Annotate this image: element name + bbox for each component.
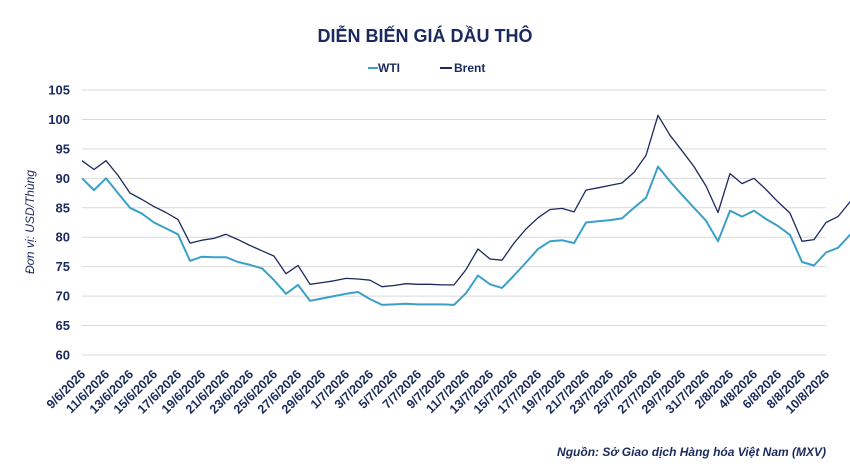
- series-line-brent: [81, 114, 850, 288]
- y-tick-label: 80: [56, 230, 70, 245]
- y-axis-ticks: 60 65 70 75 80 85 90 95 100 105: [48, 83, 70, 363]
- y-tick-label: 60: [56, 348, 70, 363]
- y-tick-label: 65: [56, 318, 70, 333]
- y-tick-label: 85: [56, 200, 70, 215]
- legend-label-brent: Brent: [454, 61, 485, 75]
- x-axis-ticks: 9/6/202611/6/202613/6/202615/6/202617/6/…: [44, 367, 832, 416]
- y-tick-label: 105: [48, 83, 70, 98]
- y-tick-label: 75: [56, 259, 70, 274]
- y-tick-label: 100: [48, 112, 70, 127]
- source-note: Nguồn: Sở Giao dịch Hàng hóa Việt Nam (M…: [557, 445, 826, 459]
- y-tick-label: 90: [56, 171, 70, 186]
- gridlines: [82, 89, 826, 356]
- y-tick-label: 70: [56, 289, 70, 304]
- y-axis-label: Đơn vị: USD/Thùng: [23, 170, 37, 274]
- chart-title: DIỄN BIẾN GIÁ DẦU THÔ: [317, 25, 532, 46]
- legend: WTI Brent: [368, 61, 485, 75]
- legend-label-wti: WTI: [378, 61, 400, 75]
- series-line-wti: [81, 165, 850, 306]
- series-lines: [81, 114, 850, 306]
- y-tick-label: 95: [56, 141, 70, 156]
